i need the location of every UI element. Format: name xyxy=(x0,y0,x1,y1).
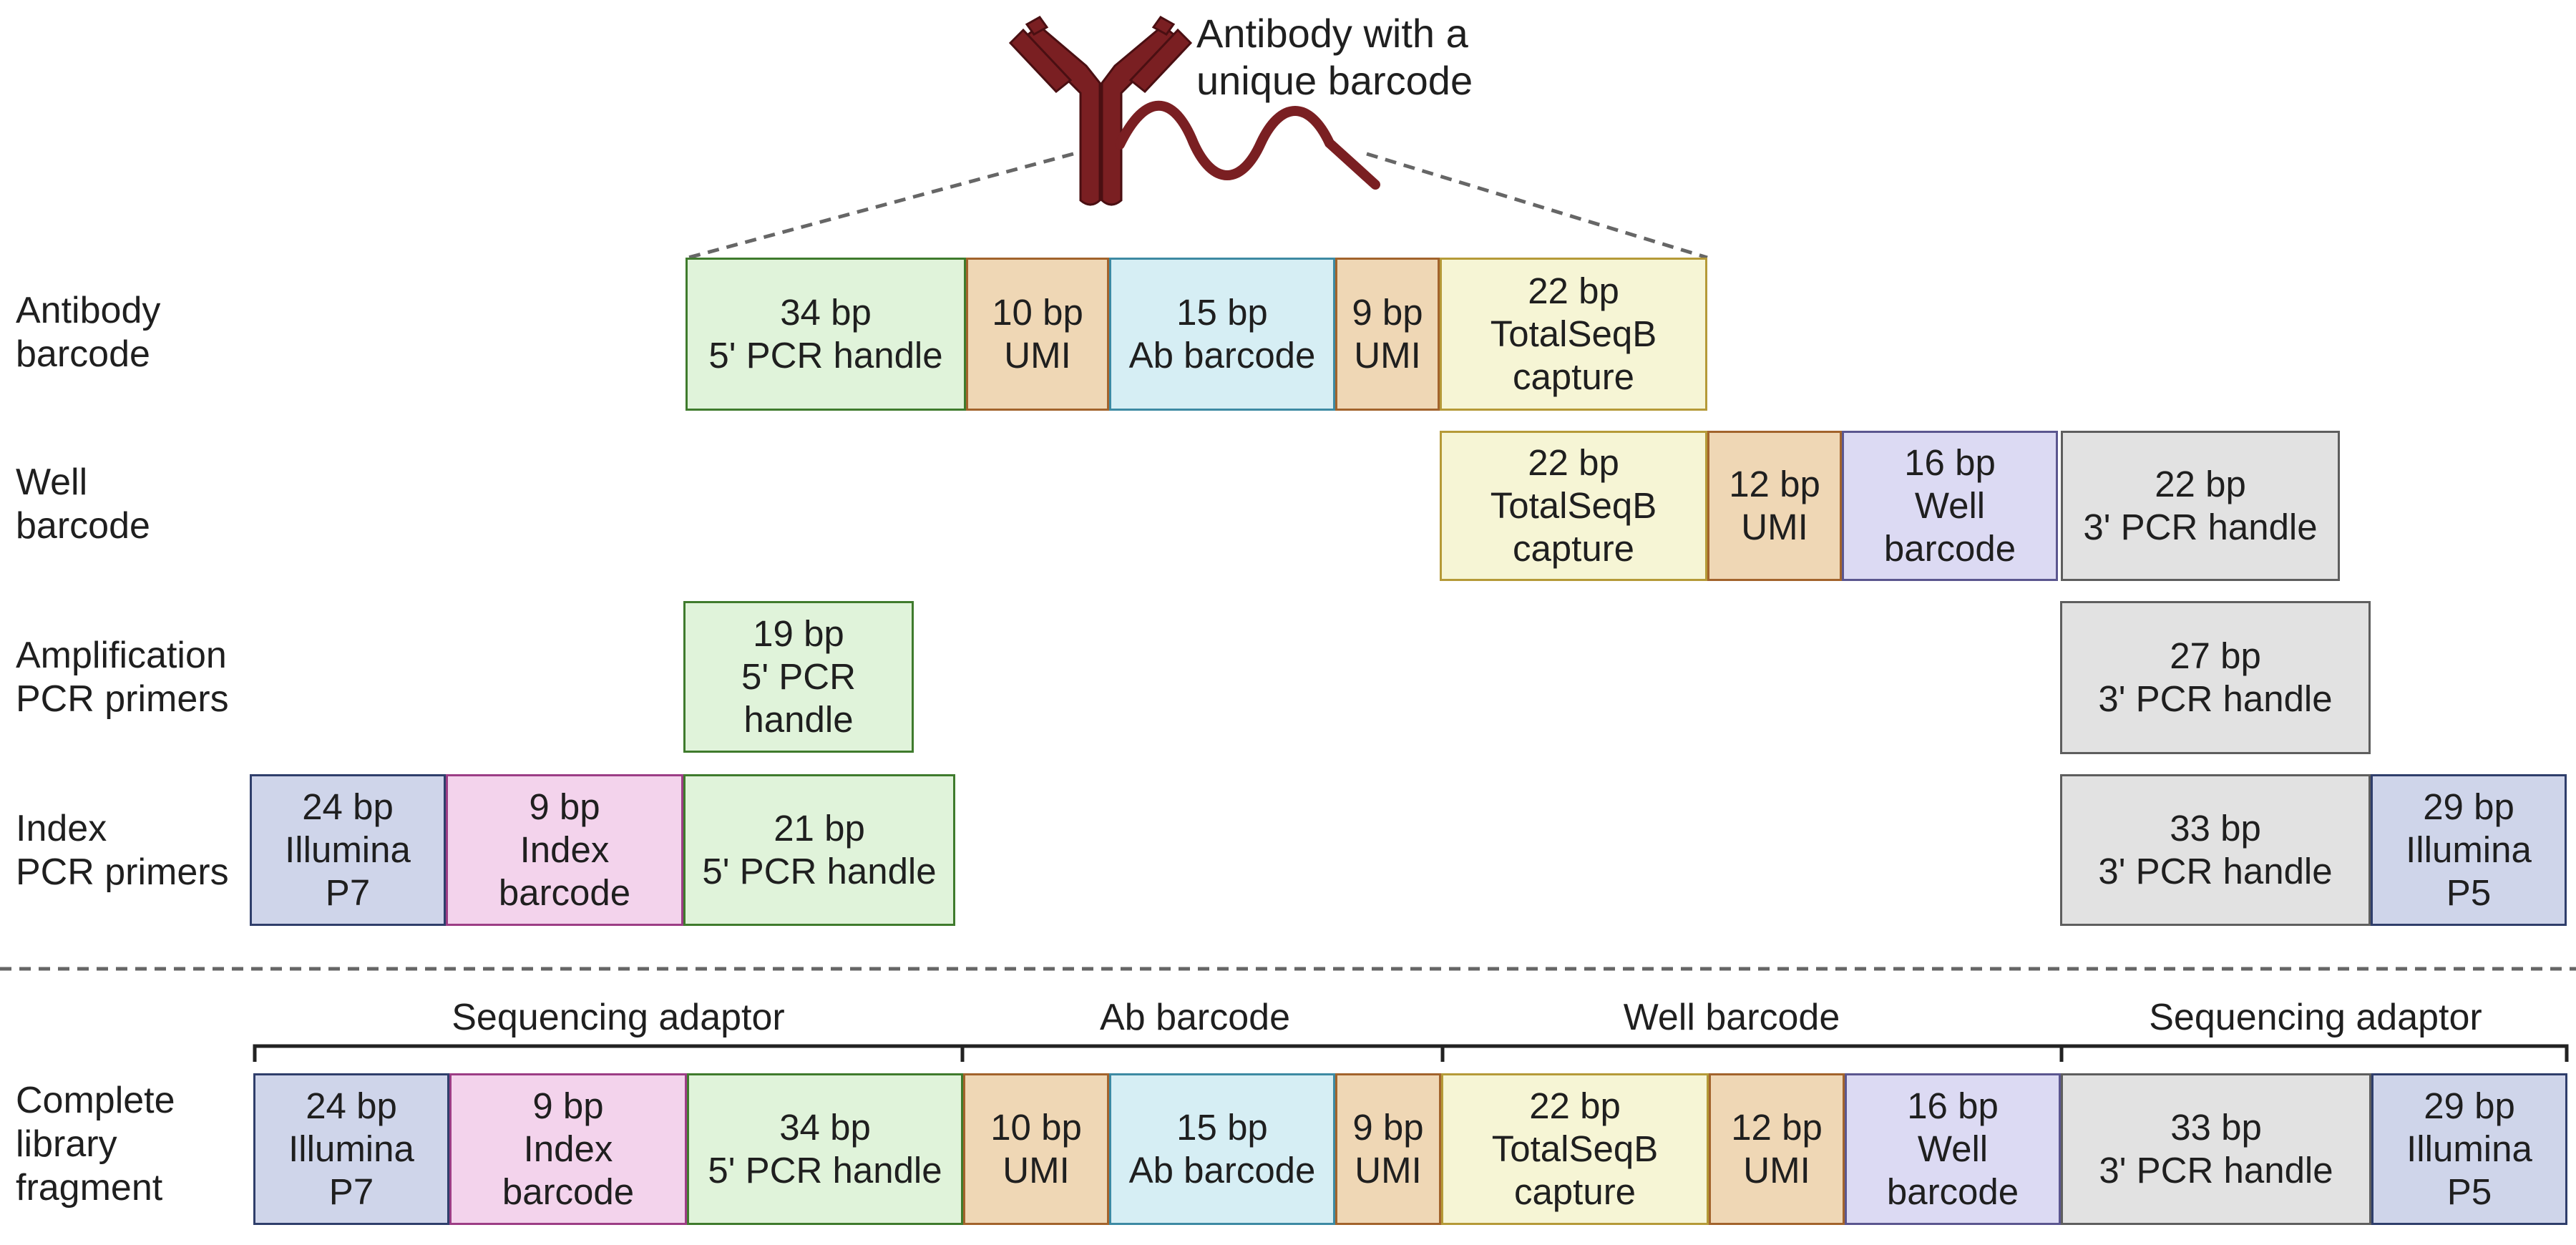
segment-umi: 12 bp UMI xyxy=(1707,431,1842,581)
row-label-well-barcode: Well barcode xyxy=(16,462,150,547)
segment-5-pcr-handle: 19 bp 5' PCR handle xyxy=(683,601,914,753)
group-label-sequencing-adaptor-left: Sequencing adaptor xyxy=(452,997,785,1038)
segment-ab-barcode: 15 bp Ab barcode xyxy=(1109,258,1335,411)
row-label-complete: Complete library fragment xyxy=(16,1080,175,1209)
segment-3-pcr-handle: 22 bp 3' PCR handle xyxy=(2061,431,2340,581)
barcode-strand-icon xyxy=(1115,100,1380,190)
segment-5-pcr-handle: 34 bp 5' PCR handle xyxy=(686,258,966,411)
segment-umi: 9 bp UMI xyxy=(1335,1073,1441,1225)
segment-well-barcode: 16 bp Well barcode xyxy=(1845,1073,2061,1225)
group-label-sequencing-adaptor-right: Sequencing adaptor xyxy=(2149,997,2482,1038)
segment-5-pcr-handle: 34 bp 5' PCR handle xyxy=(687,1073,963,1225)
antibody-caption: Antibody with a unique barcode xyxy=(1196,11,1473,103)
row-label-antibody-barcode: Antibody barcode xyxy=(16,290,161,375)
segment-totalseqb-capture: 22 bp TotalSeqB capture xyxy=(1441,1073,1709,1225)
segment-illumina-p7: 24 bp Illumina P7 xyxy=(253,1073,449,1225)
zoom-line-right xyxy=(1366,152,1708,260)
segment-3-pcr-handle: 33 bp 3' PCR handle xyxy=(2061,1073,2371,1225)
segment-5-pcr-handle: 21 bp 5' PCR handle xyxy=(683,774,955,926)
row-label-index: Index PCR primers xyxy=(16,808,229,893)
segment-umi: 12 bp UMI xyxy=(1709,1073,1845,1225)
segment-illumina-p5: 29 bp Illumina P5 xyxy=(2371,1073,2567,1225)
segment-ab-barcode: 15 bp Ab barcode xyxy=(1109,1073,1335,1225)
segment-umi: 10 bp UMI xyxy=(966,258,1109,411)
segment-illumina-p5: 29 bp Illumina P5 xyxy=(2371,774,2567,926)
segment-umi: 9 bp UMI xyxy=(1335,258,1440,411)
segment-totalseqb-capture: 22 bp TotalSeqB capture xyxy=(1440,258,1707,411)
group-label-well-barcode: Well barcode xyxy=(1623,997,1840,1038)
segment-illumina-p7: 24 bp Illumina P7 xyxy=(250,774,446,926)
row-label-amplification: Amplification PCR primers xyxy=(16,635,229,720)
segment-3-pcr-handle: 27 bp 3' PCR handle xyxy=(2060,601,2371,754)
segment-index-barcode: 9 bp Index barcode xyxy=(446,774,683,926)
zoom-line-left xyxy=(688,152,1074,260)
segment-3-pcr-handle: 33 bp 3' PCR handle xyxy=(2060,774,2371,926)
group-label-ab-barcode: Ab barcode xyxy=(1100,997,1290,1038)
segment-well-barcode: 16 bp Well barcode xyxy=(1842,431,2058,581)
segment-totalseqb-capture: 22 bp TotalSeqB capture xyxy=(1440,431,1707,581)
segment-umi: 10 bp UMI xyxy=(963,1073,1109,1225)
group-brackets xyxy=(253,1044,2569,1062)
segment-index-barcode: 9 bp Index barcode xyxy=(449,1073,687,1225)
antibody-icon xyxy=(1008,16,1193,206)
